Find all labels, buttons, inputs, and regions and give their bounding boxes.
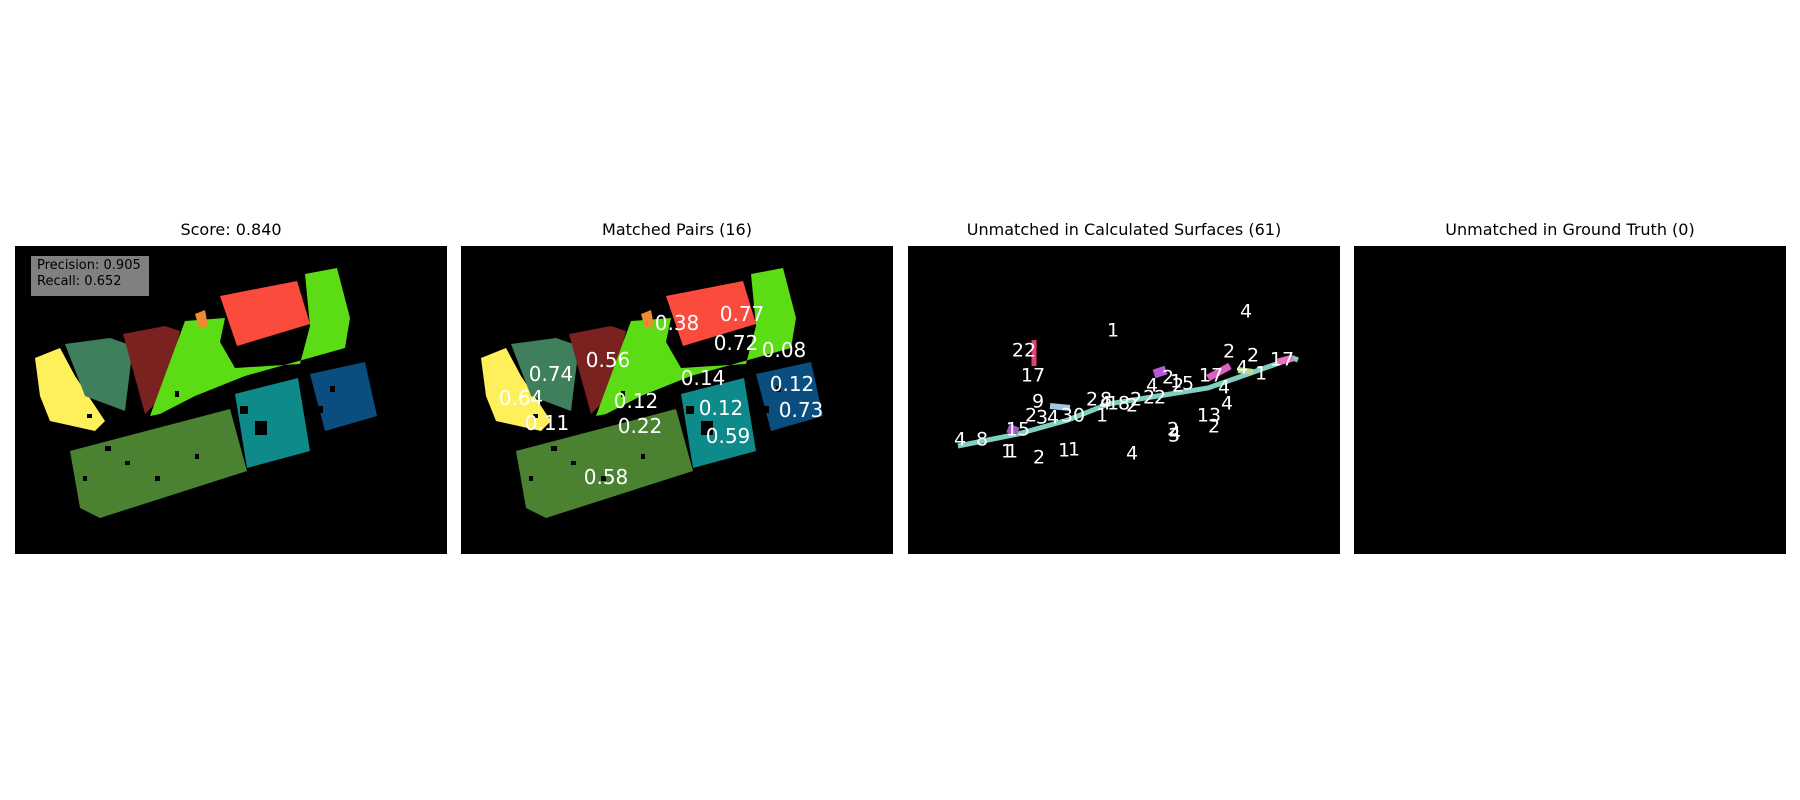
unmatched-count-label: 2 bbox=[1085, 388, 1099, 411]
unmatched-count-label: 1 bbox=[1254, 362, 1268, 385]
unmatched-count-label: 5 bbox=[1181, 372, 1195, 395]
unmatched-count-label: 2 bbox=[1246, 344, 1260, 367]
unmatched-count-label: 13 bbox=[1196, 404, 1222, 427]
matched-score-label: 0.73 bbox=[778, 398, 824, 422]
unmatched-count-label: 4 bbox=[1046, 406, 1060, 429]
unmatched-count-label: 4 bbox=[1168, 422, 1182, 445]
unmatched-count-label: 2 bbox=[1207, 415, 1221, 438]
unmatched-count-label: 2 bbox=[1153, 386, 1167, 409]
matched-score-label: 0.12 bbox=[613, 389, 659, 413]
matched-score-label: 0.74 bbox=[528, 362, 574, 386]
unmatched-count-label: 15 bbox=[1005, 418, 1031, 441]
panel-title-matched: Matched Pairs (16) bbox=[602, 220, 752, 239]
unmatched-count-label: 3 bbox=[1167, 424, 1181, 447]
unmatched-count-label: 2 bbox=[1125, 394, 1139, 417]
unmatched-count-label: 22 bbox=[1011, 339, 1037, 362]
unmatched-count-label: 8 bbox=[1099, 388, 1113, 411]
matched-score-label: 0.11 bbox=[524, 411, 570, 435]
unmatched-count-label: 2 bbox=[1024, 404, 1038, 427]
matched-score-label: 0.56 bbox=[585, 348, 631, 372]
unmatched-count-label: 2 bbox=[1129, 388, 1143, 411]
unmatched-count-label: 4 bbox=[1125, 442, 1139, 465]
unmatched-count-label: 2 bbox=[1032, 446, 1046, 469]
matched-score-label: 0.59 bbox=[705, 424, 751, 448]
unmatched-count-label: 8 bbox=[975, 428, 989, 451]
unmatched-count-label: 4 bbox=[1145, 374, 1159, 397]
unmatched-count-label: 1 bbox=[1067, 438, 1081, 461]
unmatched-ground-truth-panel bbox=[1354, 246, 1786, 554]
panel-title-score: Score: 0.840 bbox=[180, 220, 282, 239]
unmatched-count-label: 3 bbox=[1035, 406, 1049, 429]
segmentation-map-1 bbox=[35, 268, 377, 518]
unmatched-count-label: 1 bbox=[1106, 319, 1120, 342]
recall-text: Recall: 0.652 bbox=[37, 274, 122, 289]
unmatched-count-label: 2 bbox=[1161, 366, 1175, 389]
unmatched-count-label: 1 bbox=[1005, 440, 1019, 463]
panel-title-unmatched-ground-truth: Unmatched in Ground Truth (0) bbox=[1445, 220, 1695, 239]
unmatched-count-label: 1 bbox=[1106, 392, 1120, 415]
fragment-strip bbox=[957, 340, 1299, 449]
unmatched-count-label: 2 bbox=[1142, 386, 1156, 409]
unmatched-count-label: 30 bbox=[1060, 404, 1086, 427]
matched-score-label: 0.12 bbox=[698, 396, 744, 420]
panel-title-unmatched-calculated: Unmatched in Calculated Surfaces (61) bbox=[966, 220, 1282, 239]
unmatched-count-label: 4 bbox=[1220, 392, 1234, 415]
unmatched-count-label: 2 bbox=[1171, 374, 1185, 397]
unmatched-count-label: 8 bbox=[1117, 392, 1131, 415]
matched-score-label: 0.12 bbox=[769, 372, 815, 396]
unmatched-count-label: 2 bbox=[1222, 340, 1236, 363]
matched-score-label: 0.72 bbox=[713, 331, 759, 355]
matched-score-label: 0.64 bbox=[498, 386, 544, 410]
metrics-box: Precision: 0.905 Recall: 0.652 bbox=[31, 256, 149, 296]
precision-text: Precision: 0.905 bbox=[37, 258, 141, 273]
matched-score-label: 0.08 bbox=[761, 338, 807, 362]
unmatched-count-label: 2 bbox=[1166, 418, 1180, 441]
unmatched-count-label: 1 bbox=[1000, 440, 1014, 463]
unmatched-count-label: 4 bbox=[1098, 392, 1112, 415]
matched-score-label: 0.58 bbox=[583, 465, 629, 489]
unmatched-count-label: 1 bbox=[1169, 370, 1183, 393]
unmatched-count-label: 4 bbox=[1239, 300, 1253, 323]
matched-pairs-panel: 0.77 0.38 0.72 0.08 0.56 0.74 0.14 0.12 0.64 0.12… bbox=[461, 246, 893, 554]
unmatched-calculated-panel: 4 1 22 2 2 17 17 4 1 2 17 2 5 4 4 2 2 2 2 8 9 4 1 4 1 8 2 30 15 1 13 4 3… bbox=[908, 246, 1340, 554]
unmatched-count-label: 4 bbox=[953, 428, 967, 451]
unmatched-count-label: 4 bbox=[1217, 376, 1231, 399]
unmatched-fragments-image bbox=[957, 340, 1299, 449]
matched-score-label: 0.38 bbox=[654, 311, 700, 335]
unmatched-count-label: 1 bbox=[1057, 439, 1071, 462]
unmatched-count-label: 9 bbox=[1031, 390, 1045, 413]
unmatched-count-label: 1 bbox=[1095, 404, 1109, 427]
unmatched-count-label: 17 bbox=[1020, 364, 1046, 387]
score-panel: Precision: 0.905 Recall: 0.652 bbox=[15, 246, 447, 554]
unmatched-count-label: 17 bbox=[1269, 348, 1295, 371]
unmatched-count-label: 4 bbox=[1235, 356, 1249, 379]
unmatched-count-label: 17 bbox=[1198, 364, 1224, 387]
matched-score-label: 0.77 bbox=[719, 302, 765, 326]
matched-score-label: 0.22 bbox=[617, 414, 663, 438]
matched-score-label: 0.14 bbox=[680, 366, 726, 390]
